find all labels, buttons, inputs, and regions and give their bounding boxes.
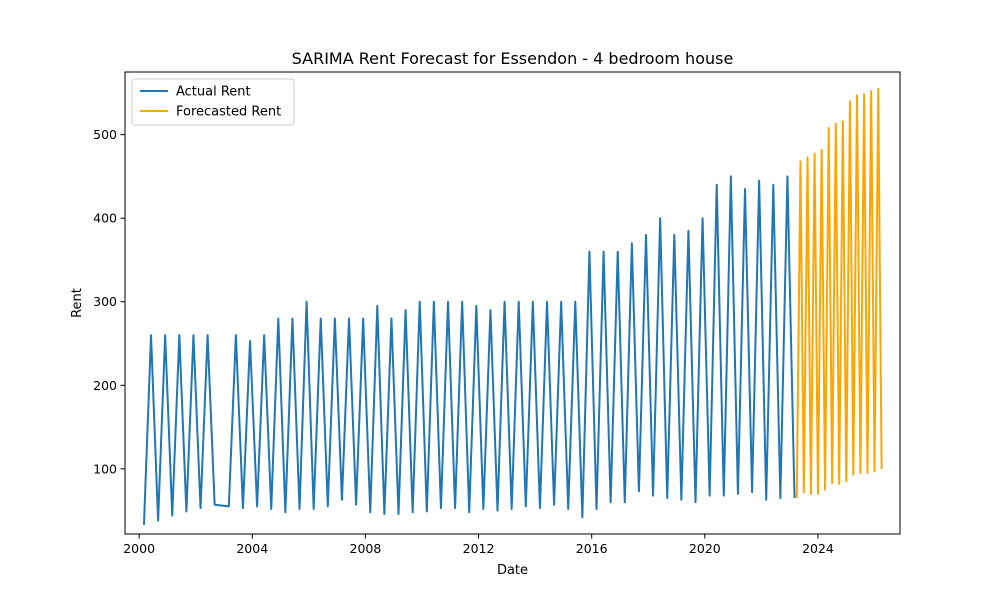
series-line-actual-rent xyxy=(142,175,796,525)
series-line-forecasted-rent xyxy=(795,87,883,499)
legend: Actual Rent Forecasted Rent xyxy=(131,78,295,126)
x-tick-label: 2016 xyxy=(576,541,608,556)
legend-label: Forecasted Rent xyxy=(176,105,281,120)
x-tick-label: 2020 xyxy=(689,541,721,556)
y-tick-label: 500 xyxy=(93,127,117,142)
x-tick-label: 2000 xyxy=(123,541,155,556)
y-tick-label: 400 xyxy=(93,211,117,226)
chart-title: SARIMA Rent Forecast for Essendon - 4 be… xyxy=(292,49,734,68)
y-tick-label: 100 xyxy=(93,461,117,476)
x-tick-label: 2024 xyxy=(802,541,834,556)
y-axis: 100 200 300 400 500 xyxy=(93,127,125,476)
y-tick-label: 300 xyxy=(93,294,117,309)
x-axis-label: Date xyxy=(497,563,528,578)
x-tick-label: 2004 xyxy=(236,541,268,556)
legend-label: Actual Rent xyxy=(176,85,251,100)
x-tick-label: 2012 xyxy=(463,541,495,556)
y-tick-label: 200 xyxy=(93,378,117,393)
legend-box xyxy=(131,78,295,126)
plot-marks xyxy=(142,87,883,525)
x-tick-label: 2008 xyxy=(350,541,382,556)
plot-frame xyxy=(124,71,901,535)
y-axis-label: Rent xyxy=(70,288,85,318)
x-axis: 2000 2004 2008 2012 2016 2020 2024 xyxy=(123,534,834,556)
